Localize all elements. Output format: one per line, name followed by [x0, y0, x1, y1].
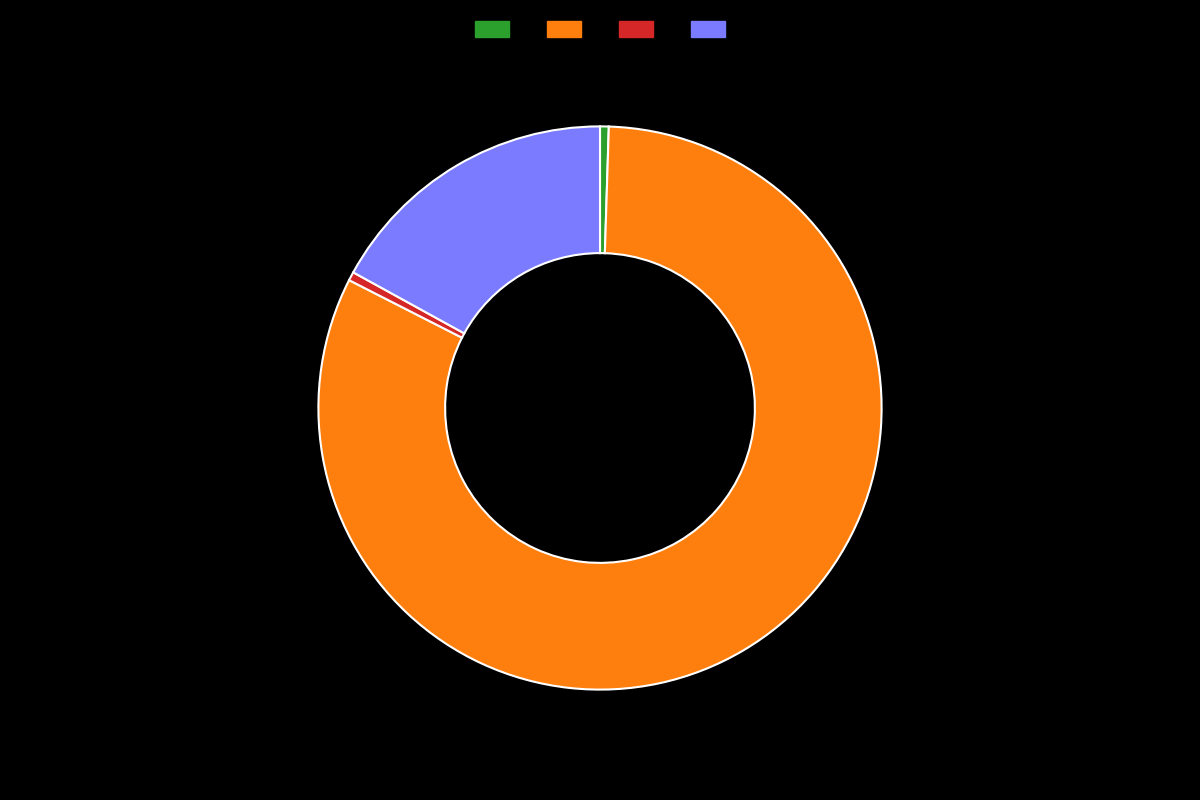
- Wedge shape: [600, 126, 608, 253]
- Wedge shape: [318, 126, 882, 690]
- Legend: , , , : , , ,: [475, 22, 725, 38]
- Wedge shape: [353, 126, 600, 334]
- Wedge shape: [349, 272, 464, 338]
